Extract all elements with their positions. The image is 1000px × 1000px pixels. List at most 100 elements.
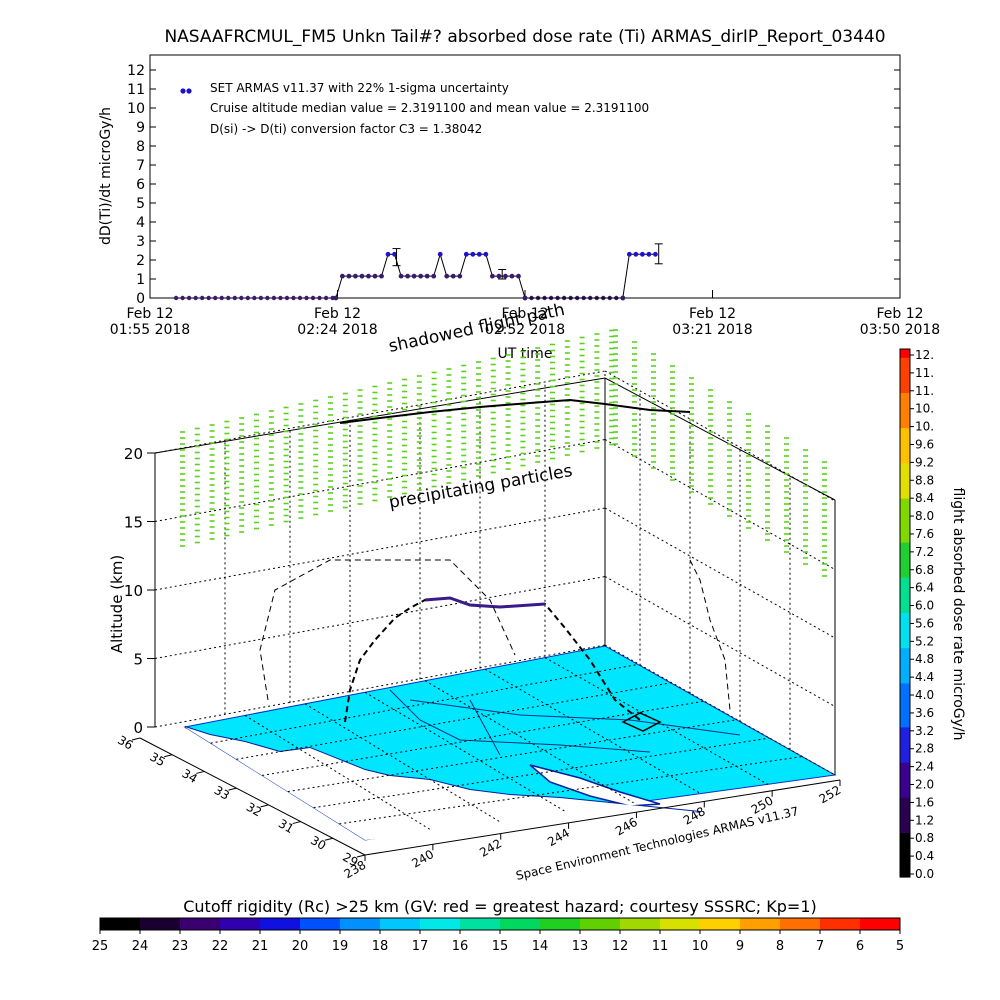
- y-tick-label: 6: [136, 177, 145, 193]
- data-point: [476, 251, 482, 257]
- colorbar-tick-label: 6.4: [915, 581, 934, 595]
- grid-line: [210, 663, 638, 744]
- x-tick-label: Feb 12: [126, 306, 173, 322]
- data-point: [398, 273, 404, 279]
- colorbar-cell: [380, 918, 421, 930]
- colorbar-cell: [900, 393, 910, 403]
- colorbar-tick-label: 15: [492, 939, 509, 954]
- data-point: [284, 295, 290, 301]
- colorbar-tick-label: 14: [532, 939, 549, 954]
- grid-line: [287, 719, 737, 793]
- data-point: [522, 295, 528, 301]
- colorbar-cell: [900, 516, 910, 526]
- colorbar-cell: [900, 701, 910, 711]
- y-tick-label: 3: [136, 234, 145, 250]
- data-point: [339, 273, 345, 279]
- colorbar-cell: [900, 745, 910, 755]
- colorbar-tick-label: 6.8: [915, 563, 934, 577]
- data-point: [206, 295, 211, 301]
- data-point: [219, 295, 224, 301]
- colorbar-cell: [900, 780, 910, 790]
- lat-tick-label: 31: [276, 816, 296, 836]
- colorbar-tick-label: 3.2: [915, 724, 934, 738]
- map-grid: [139, 370, 841, 856]
- colorbar-cell: [900, 551, 910, 561]
- data-point: [496, 273, 502, 279]
- lat-tick: [324, 837, 333, 841]
- ground-projection: [259, 559, 516, 701]
- grid-line: [604, 644, 836, 776]
- colorbar-tick-label: 24: [132, 939, 149, 954]
- y-tick-label: 12: [127, 63, 145, 79]
- dose-colorbar: 12. 11. 11. 10. 10. 9.6 9.2 8.8 8.4 8.0 7.6 7.2 6.8 6…: [899, 348, 966, 881]
- grid-line: [154, 644, 606, 728]
- colorbar-tick-label: 11.: [915, 366, 934, 380]
- y-tick-label: 5: [136, 196, 145, 212]
- annotation-precipitating: precipitating particles: [387, 461, 574, 513]
- data-point: [297, 295, 303, 301]
- lon-tick-label: 252: [817, 783, 844, 807]
- grid-line: [154, 576, 606, 659]
- data-point: [516, 273, 521, 279]
- data-point: [278, 295, 283, 301]
- dose-colorbar-frame: [899, 348, 911, 878]
- data-point: [489, 273, 495, 279]
- data-point: [405, 273, 411, 279]
- data-point: [304, 295, 309, 301]
- grid-line: [604, 576, 836, 707]
- colorbar-tick-label: 21: [252, 939, 269, 954]
- data-point: [271, 295, 277, 301]
- colorbar-tick-label: 6.0: [915, 599, 934, 613]
- colorbar-cell: [900, 419, 910, 429]
- colorbar-tick-label: 23: [172, 939, 189, 954]
- colorbar-cell: [900, 806, 910, 816]
- colorbar-tick-label: 2.4: [915, 760, 934, 774]
- colorbar-cell: [220, 918, 261, 930]
- lat-tick: [196, 770, 205, 774]
- data-point: [252, 295, 257, 301]
- colorbar-tick-label: 9: [736, 939, 744, 954]
- ground-projection: [689, 559, 731, 711]
- y-tick-label: 10: [127, 101, 145, 117]
- lat-tick-label: 30: [308, 833, 328, 853]
- y-tick-label: 11: [127, 82, 145, 98]
- colorbar-cell: [900, 489, 910, 500]
- top-x-label: UT time: [498, 346, 553, 362]
- data-point: [653, 251, 658, 257]
- colorbar-cell: [900, 357, 910, 368]
- lat-tick: [356, 854, 366, 858]
- colorbar-cell: [900, 472, 910, 482]
- colorbar-tick-label: 0.4: [915, 849, 934, 863]
- y-tick-label: 8: [136, 139, 145, 155]
- data-point: [424, 273, 430, 279]
- data-point: [431, 273, 437, 279]
- axis-line: [604, 377, 836, 501]
- colorbar-tick-label: 17: [412, 939, 429, 954]
- z-tick-label: 5: [133, 651, 143, 669]
- rigidity-colorbar-ticks: 25 24 23 22 21 20 19 18 17 16 15 14 13 12 11 10 9 8 7 6 5: [92, 930, 904, 954]
- colorbar-cell: [740, 918, 781, 930]
- grid-line: [604, 439, 836, 570]
- x-tick-label: Feb 12: [876, 306, 923, 322]
- colorbar-cell: [900, 428, 910, 438]
- data-point: [385, 251, 391, 257]
- rigidity-colorbar-fill: [100, 918, 901, 930]
- colorbar-cell: [420, 918, 461, 930]
- colorbar-cell: [900, 481, 910, 491]
- data-point: [199, 295, 205, 301]
- colorbar-cell: [900, 753, 910, 764]
- data-point: [418, 273, 424, 279]
- colorbar-cell: [900, 437, 910, 447]
- ocean-white: [185, 727, 700, 840]
- x-tick-label: Feb 12: [314, 306, 361, 322]
- data-point: [463, 251, 469, 257]
- axis-line: [154, 377, 606, 454]
- colorbar-tick-label: 10.: [915, 420, 934, 434]
- legend-marker: [180, 88, 186, 94]
- data-point: [626, 251, 632, 257]
- colorbar-tick-label: 5: [896, 939, 904, 954]
- colorbar-cell: [900, 542, 910, 552]
